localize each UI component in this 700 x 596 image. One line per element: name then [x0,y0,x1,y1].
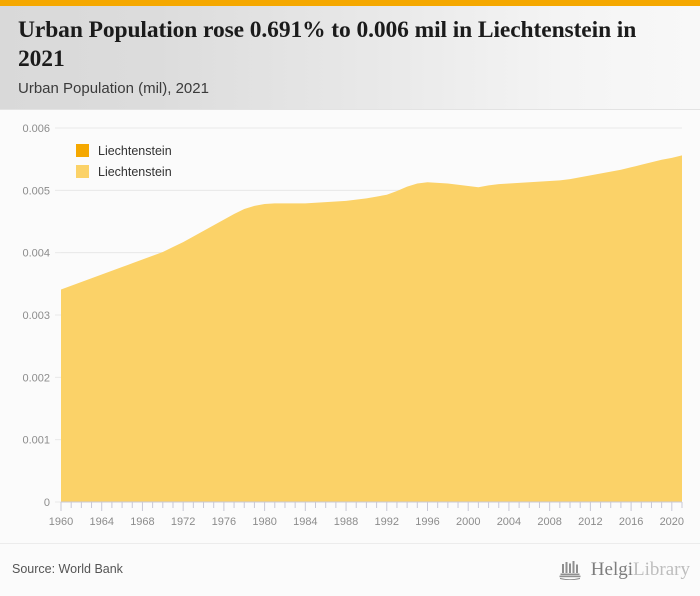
brand-wordmark: HelgiLibrary [591,560,690,579]
brand-logo[interactable]: HelgiLibrary [558,556,690,582]
legend-swatch-icon [76,144,89,157]
source-label: Source: World Bank [12,562,123,576]
svg-text:1988: 1988 [334,516,358,528]
svg-text:0.003: 0.003 [22,310,50,322]
legend-item-label: Liechtenstein [98,164,172,179]
svg-text:1984: 1984 [293,516,317,528]
brand-light-text: Library [633,558,690,580]
legend-item-1[interactable]: Liechtenstein [76,163,172,180]
svg-text:2020: 2020 [660,516,684,528]
svg-text:1960: 1960 [49,516,73,528]
legend-item-0[interactable]: Liechtenstein [76,142,172,159]
page-title: Urban Population rose 0.691% to 0.006 mi… [18,17,637,72]
svg-text:1980: 1980 [252,516,276,528]
svg-text:2000: 2000 [456,516,480,528]
chart-footer: Source: World Bank HelgiLibrary [0,543,700,596]
svg-text:2004: 2004 [497,516,521,528]
chart-legend: Liechtenstein Liechtenstein [76,142,172,184]
top-accent-bar [0,0,700,6]
x-axis: 1960 1964 1968 1972 1976 1980 1984 1988 1992 1996… [49,501,684,528]
svg-text:0: 0 [44,497,50,509]
legend-item-label: Liechtenstein [98,143,172,158]
y-axis: 0 0.001 0.002 0.003 0.004 0.005 0.006 [22,123,61,509]
chart-subtitle: Urban Population (mil), 2021 [18,80,209,97]
svg-text:1976: 1976 [212,516,236,528]
svg-text:2012: 2012 [578,516,602,528]
svg-text:1992: 1992 [375,516,399,528]
svg-text:2016: 2016 [619,516,643,528]
svg-text:0.002: 0.002 [22,372,50,384]
svg-text:0.005: 0.005 [22,185,50,197]
library-building-icon [559,561,581,580]
svg-text:1996: 1996 [415,516,439,528]
area-chart-svg: 0 0.001 0.002 0.003 0.004 0.005 0.006 1960 1964… [22,123,684,528]
svg-text:0.001: 0.001 [22,435,50,447]
chart-header: Urban Population rose 0.691% to 0.006 mi… [0,6,700,110]
legend-swatch-icon [76,165,89,178]
svg-text:1968: 1968 [130,516,154,528]
svg-text:1972: 1972 [171,516,195,528]
svg-text:1964: 1964 [89,516,113,528]
svg-text:0.004: 0.004 [22,248,50,260]
svg-text:0.006: 0.006 [22,123,50,135]
svg-text:2008: 2008 [537,516,561,528]
series-area-liechtenstein [61,155,682,502]
plot-area: 0 0.001 0.002 0.003 0.004 0.005 0.006 1960 1964… [0,110,700,544]
brand-strong-text: Helgi [590,558,634,580]
